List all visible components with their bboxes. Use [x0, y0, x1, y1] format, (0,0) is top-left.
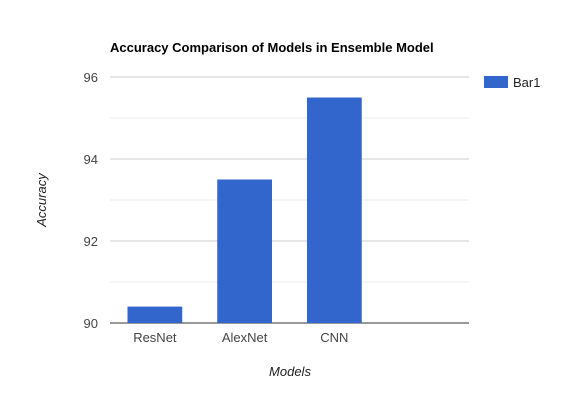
- x-axis-title: Models: [269, 364, 311, 379]
- bars: [127, 97, 362, 323]
- legend-label-bar1: Bar1: [513, 75, 540, 90]
- gridlines: [110, 76, 469, 324]
- x-tick-label: ResNet: [133, 330, 177, 345]
- x-tick-label: CNN: [320, 330, 348, 345]
- bar-resnet: [127, 306, 183, 323]
- bar-cnn: [307, 97, 362, 323]
- y-tick-label: 90: [84, 316, 98, 331]
- tick-labels: 90 92 94 96 ResNet AlexNet CNN: [84, 70, 349, 345]
- legend-swatch-bar1: [484, 76, 508, 88]
- y-tick-label: 92: [84, 234, 98, 249]
- y-tick-label: 94: [84, 152, 98, 167]
- chart-title: Accuracy Comparison of Models in Ensembl…: [110, 40, 434, 55]
- y-axis-title: Accuracy: [34, 172, 49, 228]
- legend: Bar1: [484, 75, 540, 90]
- bar-alexnet: [217, 179, 272, 323]
- x-tick-label: AlexNet: [222, 330, 268, 345]
- y-tick-label: 96: [84, 70, 98, 85]
